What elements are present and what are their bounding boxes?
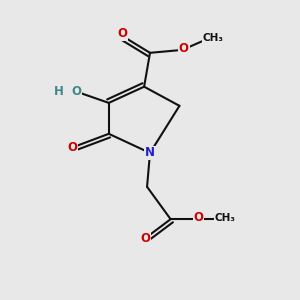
Text: O: O bbox=[179, 42, 189, 55]
Text: O: O bbox=[141, 232, 151, 245]
Text: CH₃: CH₃ bbox=[214, 213, 236, 223]
Text: N: N bbox=[145, 146, 155, 159]
Text: O: O bbox=[71, 85, 81, 98]
Text: CH₃: CH₃ bbox=[203, 33, 224, 43]
Text: O: O bbox=[117, 27, 127, 40]
Text: H: H bbox=[54, 85, 64, 98]
Text: O: O bbox=[67, 141, 77, 154]
Text: O: O bbox=[194, 211, 204, 224]
